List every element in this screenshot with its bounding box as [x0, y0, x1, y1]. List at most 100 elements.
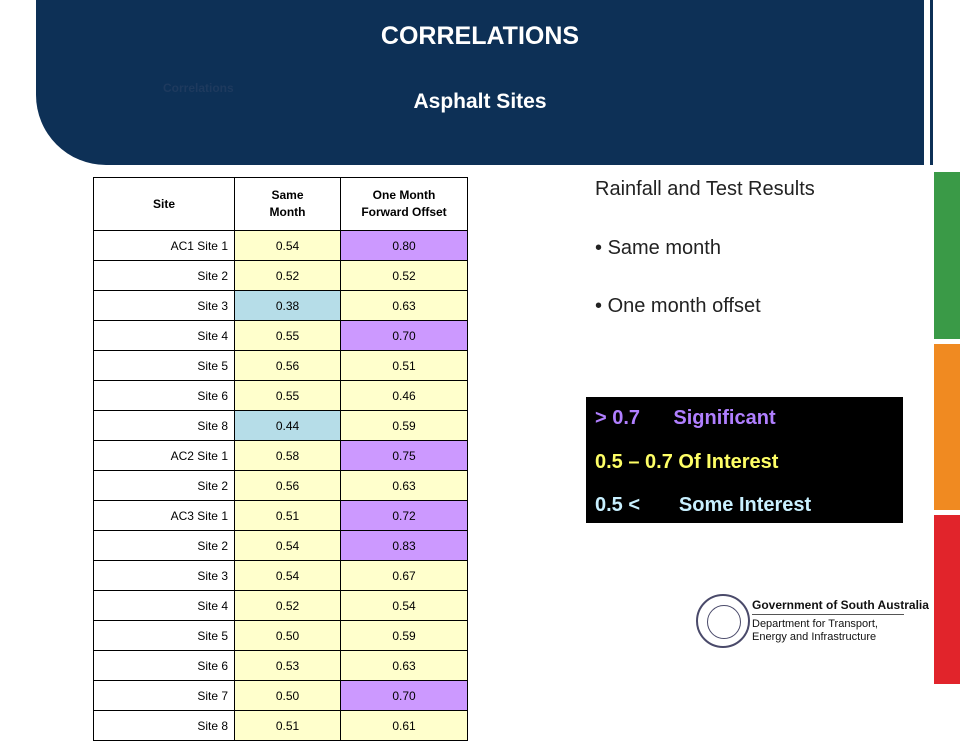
logo-divider	[752, 614, 904, 615]
table-row: Site 8 0.44 0.59	[93, 410, 468, 441]
site-cell: Site 7	[93, 680, 235, 711]
correlation-table: Site Same Month One Month Forward Offset…	[93, 177, 468, 741]
department-line-2: Energy and Infrastructure	[752, 631, 877, 643]
site-cell: Site 4	[93, 590, 235, 621]
same-month-cell: 0.56	[234, 350, 341, 381]
state-seal-icon	[696, 594, 750, 648]
notes-bullet-2-text: One month offset	[607, 295, 761, 317]
offset-cell: 0.59	[340, 620, 468, 651]
legend-box: > 0.7 Significant 0.5 – 0.7 Of Interest …	[586, 397, 903, 523]
column-header-same-month: Same Month	[234, 177, 341, 231]
offset-cell: 0.70	[340, 320, 468, 351]
site-cell: Site 6	[93, 380, 235, 411]
legend-significant: > 0.7 Significant	[595, 407, 776, 429]
notes-heading: Rainfall and Test Results	[595, 178, 815, 200]
table-row: AC3 Site 1 0.51 0.72	[93, 500, 468, 531]
table-row: Site 2 0.56 0.63	[93, 470, 468, 501]
notes-bullet-1-text: Same month	[607, 237, 721, 259]
header-banner	[36, 0, 924, 165]
offset-cell: 0.52	[340, 260, 468, 291]
table-row: Site 6 0.53 0.63	[93, 650, 468, 681]
green-side-strip	[934, 172, 960, 339]
government-logo: Government of South Australia Department…	[696, 594, 929, 654]
right-divider-bar	[930, 0, 933, 165]
same-month-cell: 0.44	[234, 410, 341, 441]
table-header-row: Site Same Month One Month Forward Offset	[93, 177, 468, 231]
section-label: Correlations	[163, 81, 234, 95]
offset-cell: 0.70	[340, 680, 468, 711]
column-header-offset: One Month Forward Offset	[340, 177, 468, 231]
same-month-cell: 0.54	[234, 230, 341, 261]
legend-of-interest: 0.5 – 0.7 Of Interest	[595, 451, 779, 473]
same-month-cell: 0.50	[234, 620, 341, 651]
offset-cell: 0.75	[340, 440, 468, 471]
offset-cell: 0.83	[340, 530, 468, 561]
same-month-cell: 0.55	[234, 320, 341, 351]
same-month-cell: 0.56	[234, 470, 341, 501]
same-month-cell: 0.52	[234, 260, 341, 291]
offset-cell: 0.63	[340, 470, 468, 501]
orange-side-strip	[934, 344, 960, 510]
offset-cell: 0.51	[340, 350, 468, 381]
page-subtitle: Asphalt Sites	[413, 90, 547, 113]
table-row: Site 8 0.51 0.61	[93, 710, 468, 741]
site-cell: Site 2	[93, 530, 235, 561]
red-side-strip	[934, 515, 960, 684]
table-row: Site 2 0.54 0.83	[93, 530, 468, 561]
site-cell: Site 4	[93, 320, 235, 351]
table-row: Site 6 0.55 0.46	[93, 380, 468, 411]
same-month-cell: 0.51	[234, 710, 341, 741]
site-cell: Site 5	[93, 620, 235, 651]
site-cell: Site 2	[93, 470, 235, 501]
notes-bullet-1: • Same month	[595, 237, 721, 259]
page-title: CORRELATIONS	[380, 22, 580, 50]
same-month-cell: 0.38	[234, 290, 341, 321]
offset-cell: 0.59	[340, 410, 468, 441]
site-cell: Site 3	[93, 560, 235, 591]
same-month-cell: 0.54	[234, 530, 341, 561]
offset-cell: 0.67	[340, 560, 468, 591]
same-month-cell: 0.53	[234, 650, 341, 681]
site-cell: AC3 Site 1	[93, 500, 235, 531]
column-header-offset-text: One Month Forward Offset	[361, 188, 447, 219]
site-cell: Site 8	[93, 710, 235, 741]
table-row: AC2 Site 1 0.58 0.75	[93, 440, 468, 471]
offset-cell: 0.63	[340, 290, 468, 321]
site-cell: Site 2	[93, 260, 235, 291]
table-row: Site 3 0.38 0.63	[93, 290, 468, 321]
offset-cell: 0.61	[340, 710, 468, 741]
table-row: Site 2 0.52 0.52	[93, 260, 468, 291]
same-month-cell: 0.52	[234, 590, 341, 621]
same-month-cell: 0.54	[234, 560, 341, 591]
table-row: AC1 Site 1 0.54 0.80	[93, 230, 468, 261]
same-month-cell: 0.51	[234, 500, 341, 531]
department-name: Department for Transport, Energy and Inf…	[752, 618, 878, 644]
notes-bullet-2: • One month offset	[595, 295, 761, 317]
site-cell: Site 6	[93, 650, 235, 681]
site-cell: AC1 Site 1	[93, 230, 235, 261]
column-header-same-month-text: Same Month	[269, 188, 306, 219]
offset-cell: 0.46	[340, 380, 468, 411]
legend-some-interest: 0.5 < Some Interest	[595, 494, 812, 516]
site-cell: AC2 Site 1	[93, 440, 235, 471]
government-name: Government of South Australia	[752, 598, 929, 612]
offset-cell: 0.80	[340, 230, 468, 261]
table-row: Site 3 0.54 0.67	[93, 560, 468, 591]
table-row: Site 4 0.52 0.54	[93, 590, 468, 621]
table-row: Site 5 0.56 0.51	[93, 350, 468, 381]
site-cell: Site 8	[93, 410, 235, 441]
table-row: Site 5 0.50 0.59	[93, 620, 468, 651]
site-cell: Site 5	[93, 350, 235, 381]
table-body: AC1 Site 1 0.54 0.80 Site 2 0.52 0.52 Site 3 0.…	[93, 230, 468, 741]
site-cell: Site 3	[93, 290, 235, 321]
department-line-1: Department for Transport,	[752, 618, 878, 630]
offset-cell: 0.54	[340, 590, 468, 621]
same-month-cell: 0.50	[234, 680, 341, 711]
table-row: Site 4 0.55 0.70	[93, 320, 468, 351]
table-row: Site 7 0.50 0.70	[93, 680, 468, 711]
offset-cell: 0.63	[340, 650, 468, 681]
same-month-cell: 0.55	[234, 380, 341, 411]
offset-cell: 0.72	[340, 500, 468, 531]
same-month-cell: 0.58	[234, 440, 341, 471]
column-header-site: Site	[93, 177, 235, 231]
